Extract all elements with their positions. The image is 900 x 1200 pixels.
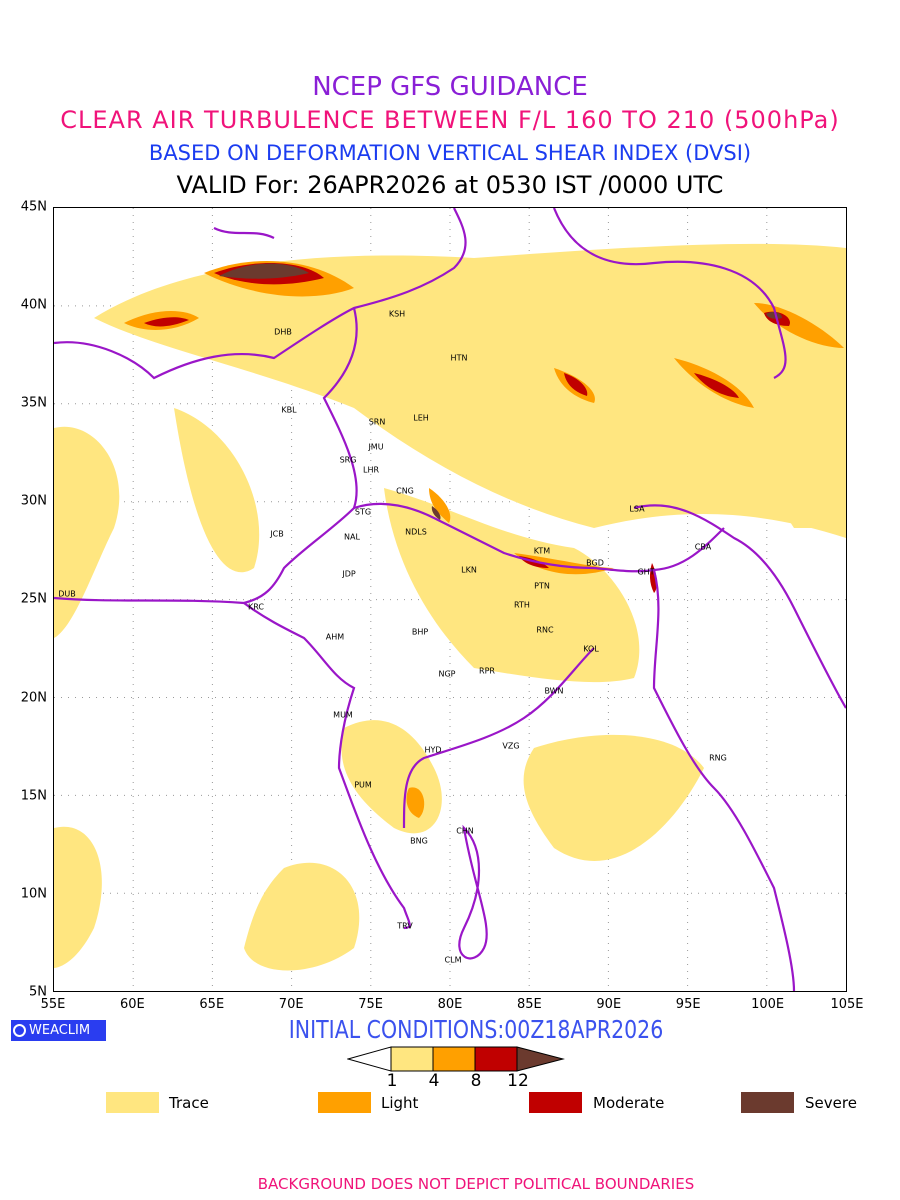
legend-swatch-light (318, 1092, 371, 1113)
title-method: BASED ON DEFORMATION VERTICAL SHEAR INDE… (148, 141, 752, 165)
title-valid-time: VALID For: 26APR2026 at 0530 IST /0000 U… (176, 171, 724, 199)
legend-swatch-trace (106, 1092, 159, 1113)
title-guidance: NCEP GFS GUIDANCE (312, 72, 588, 102)
station-label: SRN (368, 417, 386, 427)
y-tick-label: 35N (20, 395, 47, 411)
station-label: SRG (339, 455, 357, 465)
station-label: HYD (424, 745, 442, 755)
colorbar-label: 4 (428, 1071, 440, 1091)
station-label: DHB (274, 327, 292, 337)
weaclim-logo: WEACLIM (11, 1020, 106, 1041)
y-tick-label: 10N (20, 886, 47, 902)
legend-swatch-moderate (529, 1092, 582, 1113)
station-label: KTM (533, 546, 551, 556)
station-label: NDLS (405, 527, 427, 537)
station-label: KSH (388, 309, 406, 319)
station-label: GHT (637, 567, 655, 577)
station-label: MUM (333, 710, 353, 720)
station-label: JMU (368, 442, 384, 452)
station-label: PUM (354, 780, 372, 790)
y-tick-label: 15N (20, 788, 47, 804)
legend-label-trace: Trace (169, 1094, 209, 1112)
station-label: LHR (362, 465, 380, 475)
x-tick-label: 105E (830, 997, 864, 1012)
station-label: BGD (586, 558, 604, 568)
x-tick-label: 75E (358, 997, 383, 1012)
station-label: STG (354, 507, 372, 517)
legend-label-light: Light (381, 1094, 419, 1112)
station-label: CHN (456, 826, 474, 836)
colorbar-low-arrow (347, 1046, 392, 1072)
station-label: PTN (534, 581, 550, 591)
station-label: DUB (58, 589, 76, 599)
station-label: CBA (694, 542, 712, 552)
station-label: RNC (536, 625, 554, 635)
station-label: BNG (410, 836, 428, 846)
logo-text: WEACLIM (29, 1023, 91, 1038)
colorbar-severe-arrow (516, 1046, 565, 1072)
station-label: NGP (438, 669, 456, 679)
y-tick-label: 30N (20, 493, 47, 509)
station-label: CNG (396, 486, 414, 496)
x-tick-label: 85E (517, 997, 542, 1012)
station-label: RNG (709, 753, 727, 763)
legend-label-moderate: Moderate (593, 1094, 665, 1112)
station-label: LKN (461, 565, 477, 575)
station-label: RTH (514, 600, 530, 610)
colorbar-label: 1 (386, 1071, 398, 1091)
station-label: KBL (281, 405, 297, 415)
station-label: LEH (413, 413, 429, 423)
x-tick-label: 55E (40, 997, 66, 1012)
turbulence-trace-areas (54, 243, 846, 971)
turbulence-severe-areas (219, 263, 782, 520)
boundary-lines (53, 207, 847, 992)
station-label: KOL (583, 644, 599, 654)
y-tick-label: 25N (20, 591, 47, 607)
station-label: JDP (342, 569, 356, 579)
x-tick-label: 100E (751, 997, 785, 1012)
colorbar-moderate (474, 1046, 518, 1072)
station-label: RPR (479, 666, 495, 676)
legend-swatch-severe (741, 1092, 794, 1113)
station-label: BWN (544, 686, 564, 696)
x-tick-label: 65E (199, 997, 225, 1012)
x-tick-label: 70E (278, 997, 304, 1012)
station-label: BHP (411, 627, 429, 637)
station-label: CLM (444, 955, 462, 965)
y-tick-label: 5N (29, 984, 47, 1000)
y-tick-label: 40N (20, 297, 47, 313)
x-tick-label: 90E (596, 997, 622, 1012)
station-label: NAL (344, 532, 360, 542)
map-canvas (53, 207, 847, 992)
y-tick-label: 45N (20, 199, 47, 215)
initial-conditions: INITIAL CONDITIONS:00Z18APR2026 (288, 1015, 664, 1044)
x-tick-label: 95E (675, 997, 701, 1012)
logo-icon (13, 1024, 26, 1037)
title-product: CLEAR AIR TURBULENCE BETWEEN F/L 160 TO … (60, 106, 840, 134)
x-tick-label: 60E (120, 997, 145, 1012)
colorbar (347, 1046, 565, 1072)
y-tick-label: 20N (20, 690, 47, 705)
station-label: KRC (248, 602, 264, 612)
station-label: VZG (502, 741, 520, 751)
station-label: HTN (450, 353, 468, 363)
map-panel: KSH HTN DHB KBL SRN LEH JMU SRG LHR CNG STG NAL NDLS… (53, 207, 847, 992)
colorbar-light (432, 1046, 476, 1072)
legend-label-severe: Severe (805, 1094, 857, 1112)
station-label: JCB (270, 529, 284, 539)
station-label: TRV (397, 921, 413, 931)
x-tick-label: 80E (437, 997, 463, 1012)
station-label: LSA (629, 504, 645, 514)
station-label: AHM (325, 632, 345, 642)
colorbar-label: 8 (470, 1071, 482, 1091)
colorbar-trace (390, 1046, 434, 1072)
footer-disclaimer: BACKGROUND DOES NOT DEPICT POLITICAL BOU… (257, 1175, 695, 1193)
colorbar-label: 12 (507, 1071, 529, 1091)
